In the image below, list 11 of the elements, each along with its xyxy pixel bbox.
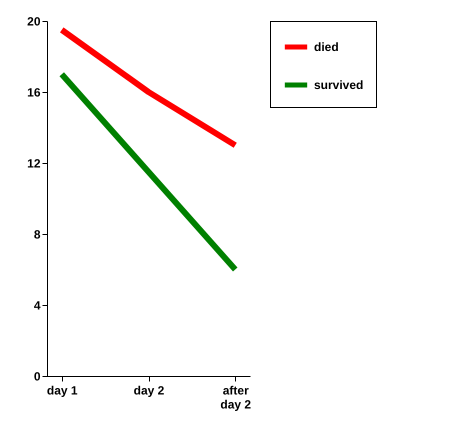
y-tick-label: 20: [27, 14, 41, 28]
x-tick-label: day 1: [46, 384, 78, 398]
y-tick-label: 0: [34, 370, 41, 384]
x-tick-label: after day 2: [220, 384, 252, 412]
x-tick-label: day 2: [134, 384, 165, 398]
y-tick-label: 12: [27, 156, 41, 170]
y-tick-label: 16: [27, 86, 41, 100]
y-tick-label: 4: [34, 298, 41, 312]
y-tick-label: 8: [34, 228, 41, 242]
legend-label: survived: [314, 78, 364, 92]
legend-label: died: [314, 40, 339, 54]
